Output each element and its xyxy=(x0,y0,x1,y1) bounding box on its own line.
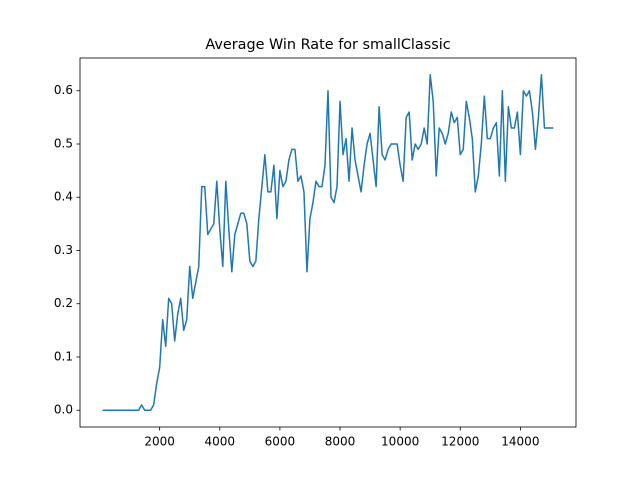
x-tick-label: 4000 xyxy=(205,435,236,449)
y-tick-label: 0.1 xyxy=(54,349,73,363)
x-tick-label: 6000 xyxy=(265,435,296,449)
y-tick-label: 0.2 xyxy=(54,296,73,310)
y-tick-label: 0.3 xyxy=(54,243,73,257)
x-tick-label: 2000 xyxy=(144,435,175,449)
x-tick-label: 10000 xyxy=(381,435,419,449)
y-tick-label: 0.5 xyxy=(54,136,73,150)
x-tick-label: 8000 xyxy=(325,435,356,449)
y-tick-label: 0.6 xyxy=(54,83,73,97)
data-line xyxy=(102,74,554,411)
plot-frame xyxy=(79,57,577,428)
x-tick-label: 14000 xyxy=(501,435,539,449)
y-tick-label: 0.0 xyxy=(54,403,73,417)
chart-title: Average Win Rate for smallClassic xyxy=(205,37,450,53)
x-tick-label: 12000 xyxy=(441,435,479,449)
y-tick-label: 0.4 xyxy=(54,190,73,204)
